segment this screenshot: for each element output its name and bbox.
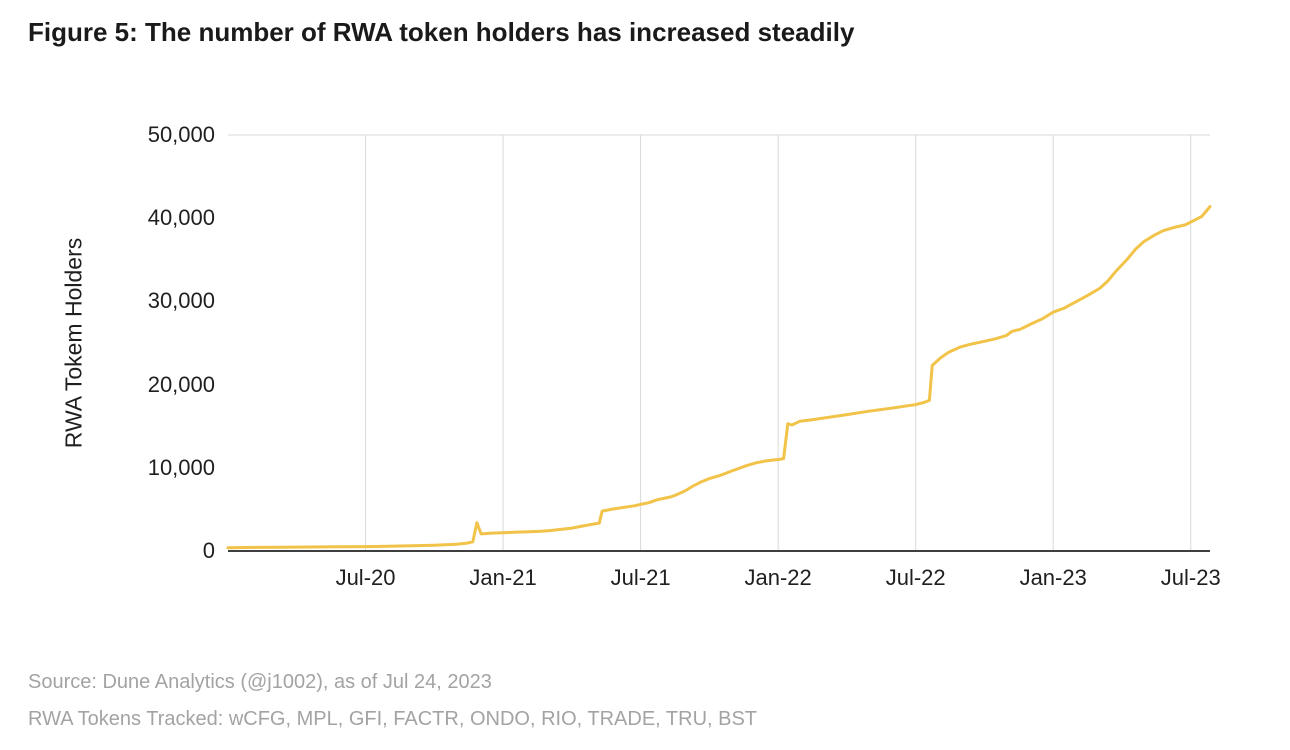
y-tick-label: 10,000 [147, 454, 215, 480]
holders-series-line [226, 205, 1212, 550]
x-tick-label: Jan-21 [469, 565, 537, 590]
x-tick-label: Jul-20 [335, 565, 396, 590]
x-tick-label: Jul-23 [1160, 565, 1221, 590]
x-tick-label: Jul-21 [610, 565, 671, 590]
source-text: Source: Dune Analytics (@j1002), as of J… [28, 671, 492, 693]
x-tick-label: Jan-23 [1019, 565, 1087, 590]
y-tick-label: 40,000 [147, 205, 215, 231]
figure-title: Figure 5: The number of RWA token holder… [28, 17, 855, 47]
y-tick-label: 0 [202, 538, 215, 563]
y-tick-label: 50,000 [147, 122, 215, 147]
x-tick-label: Jan-22 [744, 565, 812, 590]
chart-footnotes: Source: Dune Analytics (@j1002), as of J… [28, 664, 757, 738]
tokens-tracked-text: RWA Tokens Tracked: wCFG, MPL, GFI, FACT… [28, 708, 758, 730]
x-tick-label: Jul-22 [885, 565, 946, 590]
y-axis-title: RWA Tokem Holders [60, 237, 87, 449]
y-tick-label: 20,000 [147, 371, 215, 397]
y-tick-label: 30,000 [147, 288, 215, 314]
